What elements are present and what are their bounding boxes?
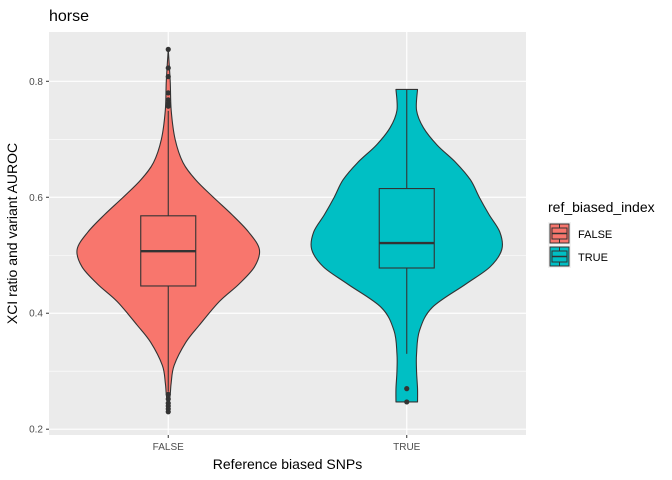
legend-keys: FALSE TRUE [548, 222, 612, 268]
outlier-point [165, 74, 171, 80]
y-tick-label: 0.6 [29, 193, 43, 204]
legend: ref_biased_index FALSE TRUE [548, 199, 655, 268]
outlier-point [165, 65, 171, 71]
outlier-point [404, 386, 410, 392]
x-tick-label: FALSE [153, 442, 184, 453]
y-tick-label: 0.4 [29, 309, 43, 320]
violins [76, 46, 504, 415]
x-axis: FALSE TRUE [153, 435, 421, 453]
outlier-point [165, 103, 171, 109]
outlier-point [165, 90, 171, 96]
legend-label: TRUE [578, 252, 608, 264]
y-axis: 0.2 0.4 0.6 0.8 [29, 77, 49, 436]
y-axis-label: XCI ratio and variant AUROC [4, 143, 20, 324]
violin-group-false [76, 46, 261, 415]
x-axis-label: Reference biased SNPs [213, 456, 362, 472]
outlier-point [165, 46, 171, 52]
outlier-point [165, 409, 171, 415]
outlier-point [165, 396, 171, 402]
outlier-point [165, 391, 171, 398]
y-tick-label: 0.8 [29, 77, 43, 88]
violin-group-true [310, 88, 504, 405]
box-iqr [378, 188, 435, 269]
legend-label: FALSE [578, 229, 612, 241]
chart-title: horse [49, 8, 89, 25]
x-tick-label: TRUE [393, 442, 421, 453]
y-tick-label: 0.2 [29, 425, 43, 436]
outlier-point [404, 399, 410, 405]
legend-title: ref_biased_index [548, 199, 655, 215]
